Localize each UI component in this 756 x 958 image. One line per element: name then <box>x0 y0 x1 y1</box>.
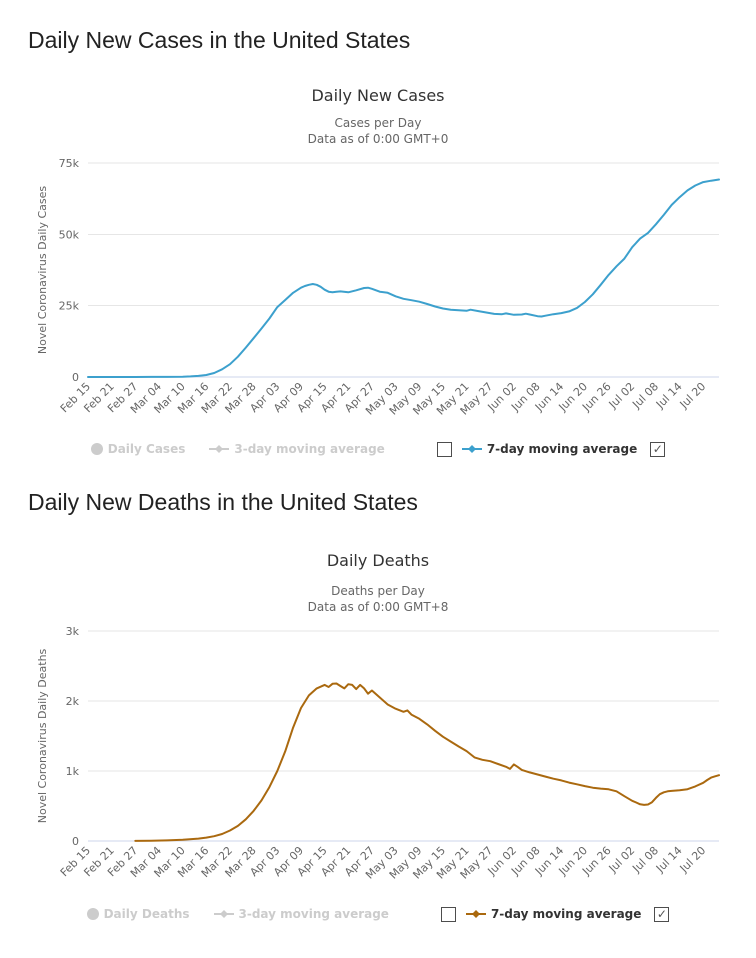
y-tick-label: 0 <box>72 835 79 848</box>
legend-label-daily-cases: Daily Cases <box>107 442 186 456</box>
cases-section-heading: Daily New Cases in the United States <box>28 27 411 53</box>
legend-item-3day-average[interactable]: 3-day moving average <box>209 442 385 456</box>
y-axis-title: Novel Coronavirus Daily Cases <box>36 186 49 354</box>
deaths-legend: Daily Deaths 3-day moving average 7-day … <box>0 905 756 923</box>
y-tick-label: 3k <box>66 625 80 638</box>
circle-marker-icon <box>90 443 103 455</box>
line-diamond-marker-icon <box>461 445 482 453</box>
check-icon: ✓ <box>656 907 667 921</box>
cases-legend: Daily Cases 3-day moving average 7-day m… <box>0 440 756 458</box>
y-tick-label: 75k <box>59 157 80 170</box>
x-tick-label: Jul 20 <box>677 844 709 876</box>
deaths-chart-subtitle-line1: Deaths per Day <box>331 584 425 598</box>
legend-label-7day-average: 7-day moving average <box>490 907 642 921</box>
legend-label-daily-deaths: Daily Deaths <box>103 907 190 921</box>
x-tick-label: Jul 14 <box>653 844 685 876</box>
legend-checkbox-7day-checked[interactable]: ✓ <box>654 906 670 922</box>
deaths-section-heading: Daily New Deaths in the United States <box>28 489 418 515</box>
legend-label-3day-average: 3-day moving average <box>238 907 389 921</box>
legend-checkbox-3day-unchecked[interactable] <box>436 441 452 457</box>
cases-chart-subtitle-line2: Data as of 0:00 GMT+0 <box>307 132 449 146</box>
x-tick-label: Jul 20 <box>677 380 709 412</box>
legend-label-7day-average: 7-day moving average <box>486 442 638 456</box>
line-diamond-marker-icon <box>213 910 234 918</box>
y-tick-label: 50k <box>59 228 80 241</box>
legend-checkbox-7day-checked[interactable]: ✓ <box>650 441 666 457</box>
x-tick-label: Jul 08 <box>629 380 661 412</box>
x-tick-label: Jul 02 <box>606 844 638 876</box>
y-axis-title: Novel Coronavirus Daily Deaths <box>36 648 49 823</box>
legend-item-7day-average[interactable]: 7-day moving average <box>465 907 642 921</box>
check-icon: ✓ <box>652 442 663 456</box>
legend-item-daily-cases[interactable]: Daily Cases <box>90 442 186 456</box>
legend-item-7day-average[interactable]: 7-day moving average <box>461 442 638 456</box>
circle-marker-icon <box>86 908 99 920</box>
deaths-chart-subtitle-line2: Data as of 0:00 GMT+8 <box>307 600 449 614</box>
cases-chart-title: Daily New Cases <box>311 86 445 105</box>
legend-label-3day-average: 3-day moving average <box>234 442 385 456</box>
legend-item-daily-deaths[interactable]: Daily Deaths <box>86 907 190 921</box>
y-tick-label: 1k <box>66 765 80 778</box>
legend-checkbox-3day-unchecked[interactable] <box>440 906 456 922</box>
x-tick-label: Jul 14 <box>653 380 685 412</box>
cases-chart-subtitle-line1: Cases per Day <box>334 116 422 130</box>
legend-item-3day-average[interactable]: 3-day moving average <box>213 907 389 921</box>
line-diamond-marker-icon <box>209 445 230 453</box>
y-tick-label: 2k <box>66 695 80 708</box>
y-tick-label: 0 <box>72 371 79 384</box>
x-tick-label: Jul 02 <box>606 380 638 412</box>
x-tick-label: Jul 08 <box>629 844 661 876</box>
line-diamond-marker-icon <box>465 910 486 918</box>
y-tick-label: 25k <box>59 300 80 313</box>
deaths-chart-title: Daily Deaths <box>326 551 430 570</box>
series-line <box>134 682 720 842</box>
series-line <box>87 178 720 378</box>
